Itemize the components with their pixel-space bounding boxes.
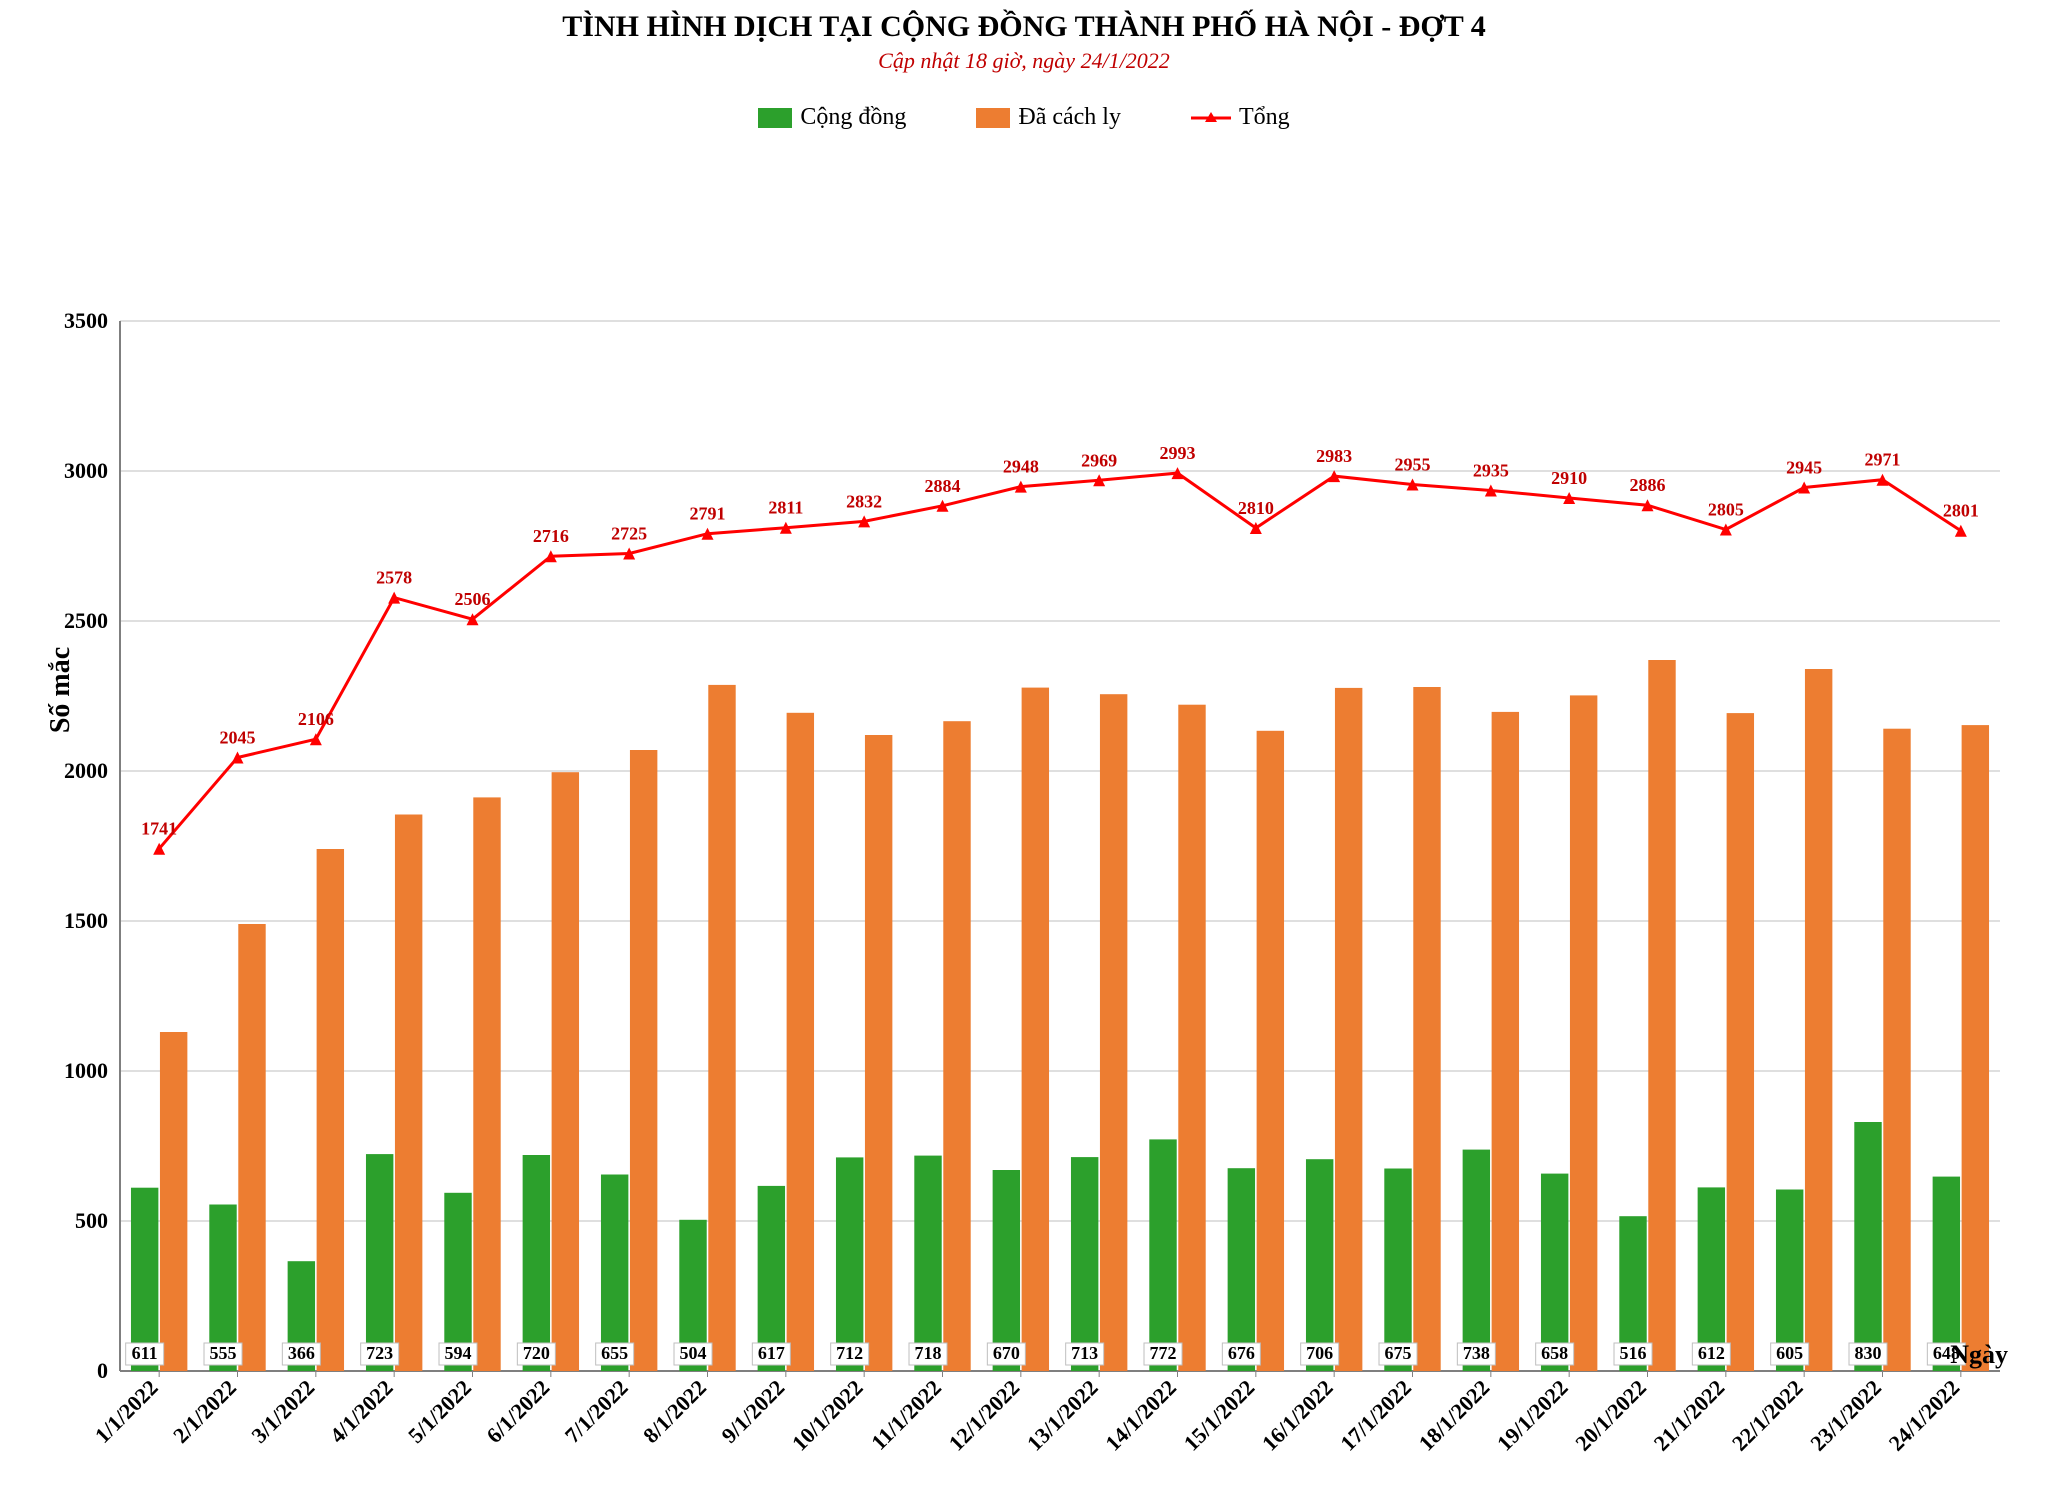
- svg-text:605: 605: [1776, 1343, 1803, 1363]
- svg-text:2945: 2945: [1786, 458, 1822, 478]
- svg-text:2971: 2971: [1865, 450, 1901, 470]
- svg-text:2955: 2955: [1395, 455, 1431, 475]
- y-axis-label: Số mắc: [45, 647, 77, 733]
- svg-text:516: 516: [1620, 1343, 1647, 1363]
- chart-title: TÌNH HÌNH DỊCH TẠI CỘNG ĐỒNG THÀNH PHỐ H…: [0, 0, 2048, 44]
- svg-text:17/1/2022: 17/1/2022: [1335, 1375, 1416, 1456]
- svg-text:2811: 2811: [768, 498, 803, 518]
- svg-text:5/1/2022: 5/1/2022: [403, 1375, 476, 1448]
- svg-text:723: 723: [366, 1343, 393, 1363]
- svg-text:655: 655: [601, 1343, 628, 1363]
- svg-text:2886: 2886: [1630, 475, 1666, 495]
- chart-container: TÌNH HÌNH DỊCH TẠI CỘNG ĐỒNG THÀNH PHỐ H…: [0, 0, 2048, 1380]
- legend-box-series2: [976, 108, 1010, 128]
- svg-text:676: 676: [1228, 1343, 1255, 1363]
- svg-text:830: 830: [1855, 1343, 1882, 1363]
- svg-text:675: 675: [1385, 1343, 1412, 1363]
- svg-text:718: 718: [915, 1343, 942, 1363]
- svg-text:2/1/2022: 2/1/2022: [168, 1375, 241, 1448]
- legend: Cộng đồng Đã cách ly Tổng: [0, 104, 2048, 131]
- svg-text:7/1/2022: 7/1/2022: [560, 1375, 633, 1448]
- svg-text:20/1/2022: 20/1/2022: [1570, 1375, 1651, 1456]
- svg-text:2810: 2810: [1238, 498, 1274, 518]
- svg-text:19/1/2022: 19/1/2022: [1492, 1375, 1573, 1456]
- svg-text:658: 658: [1541, 1343, 1568, 1363]
- svg-text:1741: 1741: [141, 819, 177, 839]
- svg-text:14/1/2022: 14/1/2022: [1100, 1375, 1181, 1456]
- svg-text:617: 617: [758, 1343, 785, 1363]
- svg-text:2791: 2791: [690, 504, 726, 524]
- svg-text:13/1/2022: 13/1/2022: [1022, 1375, 1103, 1456]
- svg-text:24/1/2022: 24/1/2022: [1884, 1375, 1965, 1456]
- svg-text:15/1/2022: 15/1/2022: [1179, 1375, 1260, 1456]
- chart-subtitle: Cập nhật 18 giờ, ngày 24/1/2022: [0, 48, 2048, 74]
- svg-text:2935: 2935: [1473, 461, 1509, 481]
- svg-text:720: 720: [523, 1343, 550, 1363]
- svg-text:3000: 3000: [64, 458, 108, 483]
- legend-label-series1: Cộng đồng: [800, 104, 906, 131]
- svg-text:2506: 2506: [455, 589, 491, 609]
- svg-text:0: 0: [97, 1358, 108, 1383]
- svg-text:2832: 2832: [846, 491, 882, 511]
- svg-text:1/1/2022: 1/1/2022: [90, 1375, 163, 1448]
- svg-text:366: 366: [288, 1343, 315, 1363]
- svg-text:18/1/2022: 18/1/2022: [1414, 1375, 1495, 1456]
- legend-item-series3: Tổng: [1191, 104, 1290, 131]
- svg-text:2106: 2106: [298, 709, 334, 729]
- svg-text:12/1/2022: 12/1/2022: [944, 1375, 1025, 1456]
- svg-text:500: 500: [75, 1208, 108, 1233]
- svg-text:3/1/2022: 3/1/2022: [246, 1375, 319, 1448]
- legend-box-series1: [758, 108, 792, 128]
- svg-text:4/1/2022: 4/1/2022: [325, 1375, 398, 1448]
- svg-text:772: 772: [1150, 1343, 1177, 1363]
- svg-text:555: 555: [210, 1343, 237, 1363]
- chart-plot: 0 500 1000 1500 2000 2500 3000 3500 1741 2045 2106…: [0, 131, 2048, 1511]
- svg-text:11/1/2022: 11/1/2022: [866, 1375, 946, 1455]
- svg-text:23/1/2022: 23/1/2022: [1805, 1375, 1886, 1456]
- svg-text:10/1/2022: 10/1/2022: [787, 1375, 868, 1456]
- svg-text:2500: 2500: [64, 608, 108, 633]
- svg-text:2805: 2805: [1708, 500, 1744, 520]
- svg-text:3500: 3500: [64, 308, 108, 333]
- svg-text:2993: 2993: [1160, 443, 1196, 463]
- svg-text:6/1/2022: 6/1/2022: [481, 1375, 554, 1448]
- svg-text:8/1/2022: 8/1/2022: [638, 1375, 711, 1448]
- svg-text:713: 713: [1071, 1343, 1098, 1363]
- legend-label-series2: Đã cách ly: [1018, 104, 1121, 131]
- svg-text:2578: 2578: [376, 568, 412, 588]
- legend-item-series2: Đã cách ly: [976, 104, 1121, 131]
- svg-text:16/1/2022: 16/1/2022: [1257, 1375, 1338, 1456]
- svg-text:706: 706: [1306, 1343, 1333, 1363]
- svg-text:612: 612: [1698, 1343, 1725, 1363]
- svg-text:738: 738: [1463, 1343, 1490, 1363]
- svg-text:9/1/2022: 9/1/2022: [716, 1375, 789, 1448]
- svg-text:2725: 2725: [611, 524, 647, 544]
- x-axis-label: Ngày: [1950, 1340, 2008, 1370]
- svg-text:2948: 2948: [1003, 457, 1039, 477]
- svg-text:712: 712: [836, 1343, 863, 1363]
- svg-text:22/1/2022: 22/1/2022: [1727, 1375, 1808, 1456]
- svg-text:2801: 2801: [1943, 501, 1979, 521]
- svg-text:504: 504: [680, 1343, 707, 1363]
- svg-text:21/1/2022: 21/1/2022: [1649, 1375, 1730, 1456]
- svg-text:2045: 2045: [220, 728, 256, 748]
- svg-text:2716: 2716: [533, 526, 569, 546]
- svg-text:1500: 1500: [64, 908, 108, 933]
- svg-text:594: 594: [445, 1343, 472, 1363]
- svg-text:2910: 2910: [1551, 468, 1587, 488]
- svg-text:1000: 1000: [64, 1058, 108, 1083]
- svg-text:2000: 2000: [64, 758, 108, 783]
- svg-text:2969: 2969: [1081, 450, 1117, 470]
- svg-text:611: 611: [132, 1343, 158, 1363]
- svg-text:2884: 2884: [925, 476, 961, 496]
- svg-text:670: 670: [993, 1343, 1020, 1363]
- legend-item-series1: Cộng đồng: [758, 104, 906, 131]
- legend-line-series3: [1191, 108, 1231, 128]
- svg-text:2983: 2983: [1316, 446, 1352, 466]
- legend-label-series3: Tổng: [1239, 104, 1290, 131]
